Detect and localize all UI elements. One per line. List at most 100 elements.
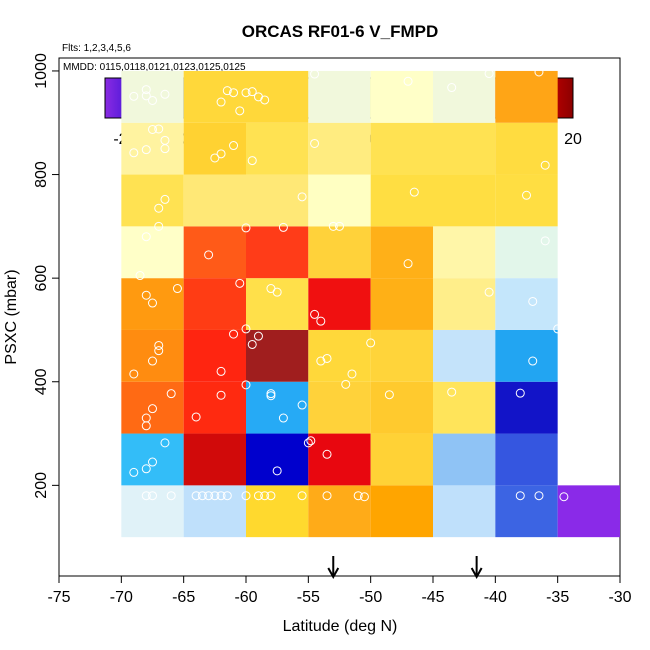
heatmap-cell (370, 381, 433, 434)
heatmap-cell (308, 278, 371, 330)
data-point (222, 86, 232, 96)
data-point (160, 89, 170, 99)
data-point (241, 324, 251, 334)
data-point (141, 413, 151, 423)
heatmap-cell (121, 174, 184, 227)
flight-arrows (327, 556, 483, 580)
data-point (310, 69, 320, 79)
data-point (303, 438, 313, 448)
dates-label: MMDD: 0115,0118,0121,0123,0125,0125 (63, 62, 246, 73)
data-point (253, 331, 263, 341)
x-tick-label: -55 (297, 589, 320, 606)
data-point (222, 491, 232, 501)
data-point (216, 149, 226, 159)
data-point (204, 491, 214, 501)
heatmap-cell (433, 329, 496, 382)
data-point (322, 449, 332, 459)
x-axis: -75 -70 -65 -60 -55 -50 -45 -40 -35 -30 (47, 575, 632, 606)
y-tick-label: 800 (33, 161, 50, 188)
data-point (129, 91, 139, 101)
data-point (148, 457, 157, 467)
data-point (241, 380, 251, 390)
heatmap-cell (308, 485, 371, 538)
data-point (129, 369, 139, 379)
heatmap-cell (246, 433, 309, 486)
x-tick-label: -70 (110, 589, 133, 606)
data-point (141, 290, 151, 300)
data-point (522, 190, 531, 200)
heatmap-cell (495, 381, 558, 434)
data-point (154, 203, 164, 213)
heatmap-cell (495, 433, 558, 486)
data-point (216, 390, 226, 400)
data-point (166, 389, 176, 399)
data-point (229, 141, 239, 151)
heatmap-cell (183, 174, 246, 227)
heatmap-cell (433, 70, 496, 123)
data-point (272, 466, 282, 476)
data-point (141, 91, 151, 101)
data-point (515, 388, 525, 398)
data-point (148, 124, 157, 134)
data-point (154, 340, 164, 350)
data-point (216, 97, 226, 107)
y-tick-label: 200 (33, 472, 50, 499)
heatmap-cell (183, 226, 246, 279)
data-point (322, 353, 332, 363)
data-point (154, 221, 164, 231)
data-point (247, 156, 257, 166)
heatmap-cell (308, 329, 371, 382)
heatmap-cell (121, 278, 184, 330)
data-point (528, 296, 538, 306)
chart-title: ORCAS RF01-6 V_FMPD (242, 22, 438, 41)
colorbar-tick-label: 20 (564, 131, 582, 148)
heatmap-cell (121, 381, 184, 434)
data-point (553, 324, 563, 334)
heatmap-cell (121, 329, 184, 382)
heatmap-cell (433, 226, 496, 279)
heatmap-cell (246, 226, 309, 279)
heatmap-cell (370, 226, 433, 279)
data-point (253, 491, 263, 501)
x-tick-label: -75 (47, 589, 70, 606)
heatmap-cell (121, 485, 184, 538)
data-point (148, 491, 157, 501)
data-point (559, 492, 569, 502)
data-point (266, 491, 276, 501)
data-point (297, 192, 307, 202)
heatmap-cell (183, 329, 246, 382)
x-tick-label: -50 (359, 589, 382, 606)
data-point (241, 491, 251, 501)
heatmap-cell (246, 329, 309, 382)
heatmap-cell (183, 70, 246, 123)
data-point (135, 271, 145, 281)
data-point (278, 222, 288, 232)
heatmap-cell (370, 122, 433, 175)
heatmap-cell (246, 381, 309, 434)
data-point (341, 379, 351, 389)
heatmap-cell (557, 485, 620, 538)
data-point (534, 491, 544, 501)
data-point (278, 413, 288, 423)
data-point (515, 491, 525, 501)
heatmap-cell (183, 278, 246, 330)
data-point (160, 135, 170, 145)
data-point (229, 329, 239, 339)
data-point (235, 278, 245, 288)
data-point (447, 387, 457, 397)
data-point (528, 356, 538, 366)
data-point (129, 467, 139, 477)
data-point (335, 221, 344, 231)
data-point (266, 391, 276, 401)
heatmap-cell (495, 226, 558, 279)
y-tick-label: 400 (33, 368, 50, 395)
data-point (235, 106, 245, 116)
heatmap-cell (308, 381, 371, 434)
data-point (297, 491, 307, 501)
data-point (310, 138, 320, 148)
data-point (216, 491, 226, 501)
heatmap-cell (433, 174, 496, 227)
data-point (172, 284, 182, 294)
y-tick-label: 1000 (33, 53, 50, 89)
data-point (447, 83, 457, 93)
